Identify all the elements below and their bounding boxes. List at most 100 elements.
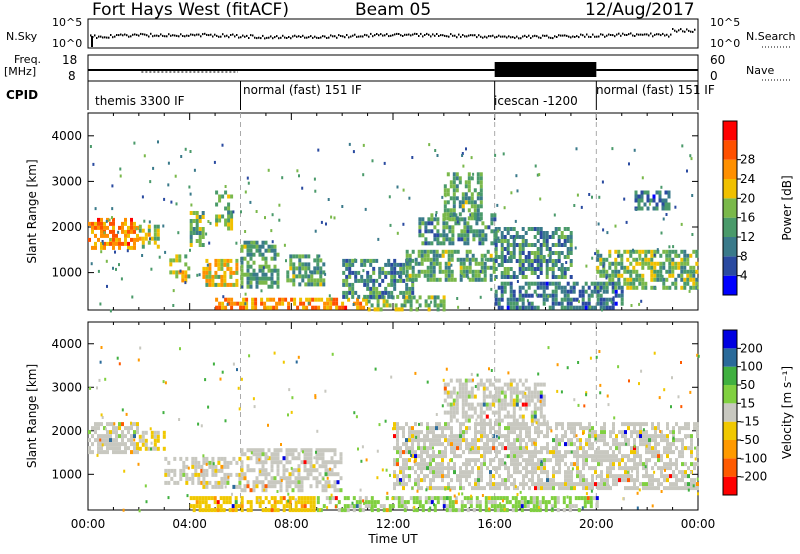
heat-cell bbox=[202, 456, 206, 461]
heat-cell bbox=[465, 257, 469, 262]
heat-cell bbox=[509, 390, 513, 395]
heat-cell bbox=[198, 500, 202, 505]
heat-cell bbox=[195, 211, 199, 215]
colorbar-swatch bbox=[723, 458, 737, 477]
heat-cell bbox=[643, 190, 647, 195]
mhz-label: [MHz] bbox=[4, 65, 37, 78]
noise-trace-point bbox=[664, 34, 666, 37]
heat-cell bbox=[197, 472, 201, 477]
heat-cell bbox=[100, 225, 103, 230]
heat-cell bbox=[424, 299, 428, 304]
heat-cell bbox=[285, 259, 287, 263]
heat-cell bbox=[486, 446, 489, 451]
heat-cell bbox=[269, 297, 273, 302]
heat-cell bbox=[567, 422, 570, 427]
heat-cell bbox=[514, 504, 518, 509]
heat-cell bbox=[525, 450, 528, 455]
heat-cell bbox=[433, 503, 435, 507]
heat-cell bbox=[375, 278, 379, 283]
heat-cell bbox=[480, 257, 484, 262]
heat-cell bbox=[288, 388, 291, 392]
heat-cell bbox=[492, 486, 495, 491]
heat-cell bbox=[594, 450, 597, 455]
heat-cell bbox=[429, 269, 433, 274]
heat-cell bbox=[627, 470, 629, 474]
heat-cell bbox=[205, 282, 209, 287]
heat-cell bbox=[427, 303, 431, 308]
heat-cell bbox=[100, 250, 103, 254]
heat-cell bbox=[227, 475, 230, 479]
heat-cell bbox=[223, 270, 227, 275]
heat-cell bbox=[677, 395, 680, 399]
heat-cell bbox=[519, 462, 522, 467]
date-label: 12/Aug/2017 bbox=[585, 0, 695, 20]
heat-cell bbox=[276, 460, 280, 465]
heat-cell bbox=[522, 450, 525, 455]
heat-cell bbox=[438, 462, 441, 467]
colorbar-swatch bbox=[723, 217, 737, 237]
heat-cell bbox=[635, 208, 638, 211]
heat-cell bbox=[328, 500, 332, 505]
heat-cell bbox=[651, 478, 654, 483]
heat-cell bbox=[515, 231, 519, 235]
heat-cell bbox=[430, 300, 433, 304]
heat-cell bbox=[270, 456, 274, 461]
heat-cell bbox=[684, 474, 687, 479]
heat-cell bbox=[536, 231, 540, 235]
heat-cell bbox=[507, 446, 510, 451]
noise-trace-point bbox=[492, 34, 494, 37]
noise-trace-point bbox=[322, 35, 324, 38]
heat-cell bbox=[575, 434, 578, 438]
heat-cell bbox=[398, 275, 401, 278]
heat-cell bbox=[375, 286, 379, 291]
heat-cell bbox=[194, 460, 198, 465]
heat-cell bbox=[507, 426, 510, 431]
heat-cell bbox=[334, 505, 337, 509]
heat-cell bbox=[623, 265, 627, 270]
heat-cell bbox=[489, 470, 492, 475]
heat-cell bbox=[588, 446, 591, 451]
heat-cell bbox=[666, 422, 669, 427]
heat-cell bbox=[630, 474, 633, 479]
heat-cell bbox=[298, 274, 302, 279]
heat-cell bbox=[662, 285, 666, 290]
noise-trace-point bbox=[490, 35, 492, 38]
heat-cell bbox=[539, 406, 543, 411]
heat-cell bbox=[282, 508, 286, 513]
heat-cell bbox=[279, 496, 283, 501]
heat-cell bbox=[408, 253, 412, 258]
heat-cell bbox=[131, 295, 134, 299]
noise-trace-point bbox=[426, 32, 428, 35]
heat-cell bbox=[633, 486, 636, 491]
heat-cell bbox=[461, 382, 465, 387]
heat-cell bbox=[252, 480, 256, 485]
heat-cell bbox=[230, 297, 234, 302]
heat-cell bbox=[671, 376, 673, 380]
heat-cell bbox=[564, 454, 567, 459]
heat-cell bbox=[480, 478, 483, 483]
heat-cell bbox=[611, 261, 615, 266]
heat-cell bbox=[275, 301, 279, 306]
heat-cell bbox=[162, 411, 165, 415]
heat-cell bbox=[492, 458, 495, 463]
heat-cell bbox=[487, 225, 491, 230]
heat-cell bbox=[468, 265, 472, 270]
heat-cell bbox=[648, 442, 651, 447]
noise-trace-point bbox=[126, 34, 128, 37]
heat-cell bbox=[472, 172, 475, 176]
heat-cell bbox=[432, 277, 436, 282]
heat-cell bbox=[549, 458, 552, 463]
heat-cell bbox=[545, 281, 549, 286]
heat-cell bbox=[205, 484, 209, 489]
heat-cell bbox=[420, 257, 424, 262]
heat-cell bbox=[551, 301, 555, 306]
heat-cell bbox=[109, 438, 112, 443]
heat-cell bbox=[519, 450, 522, 455]
heat-cell bbox=[500, 386, 504, 391]
heat-cell bbox=[535, 504, 539, 509]
heat-cell bbox=[411, 430, 414, 435]
heat-cell bbox=[230, 218, 234, 223]
heat-cell bbox=[325, 222, 327, 226]
heat-cell bbox=[490, 500, 494, 505]
